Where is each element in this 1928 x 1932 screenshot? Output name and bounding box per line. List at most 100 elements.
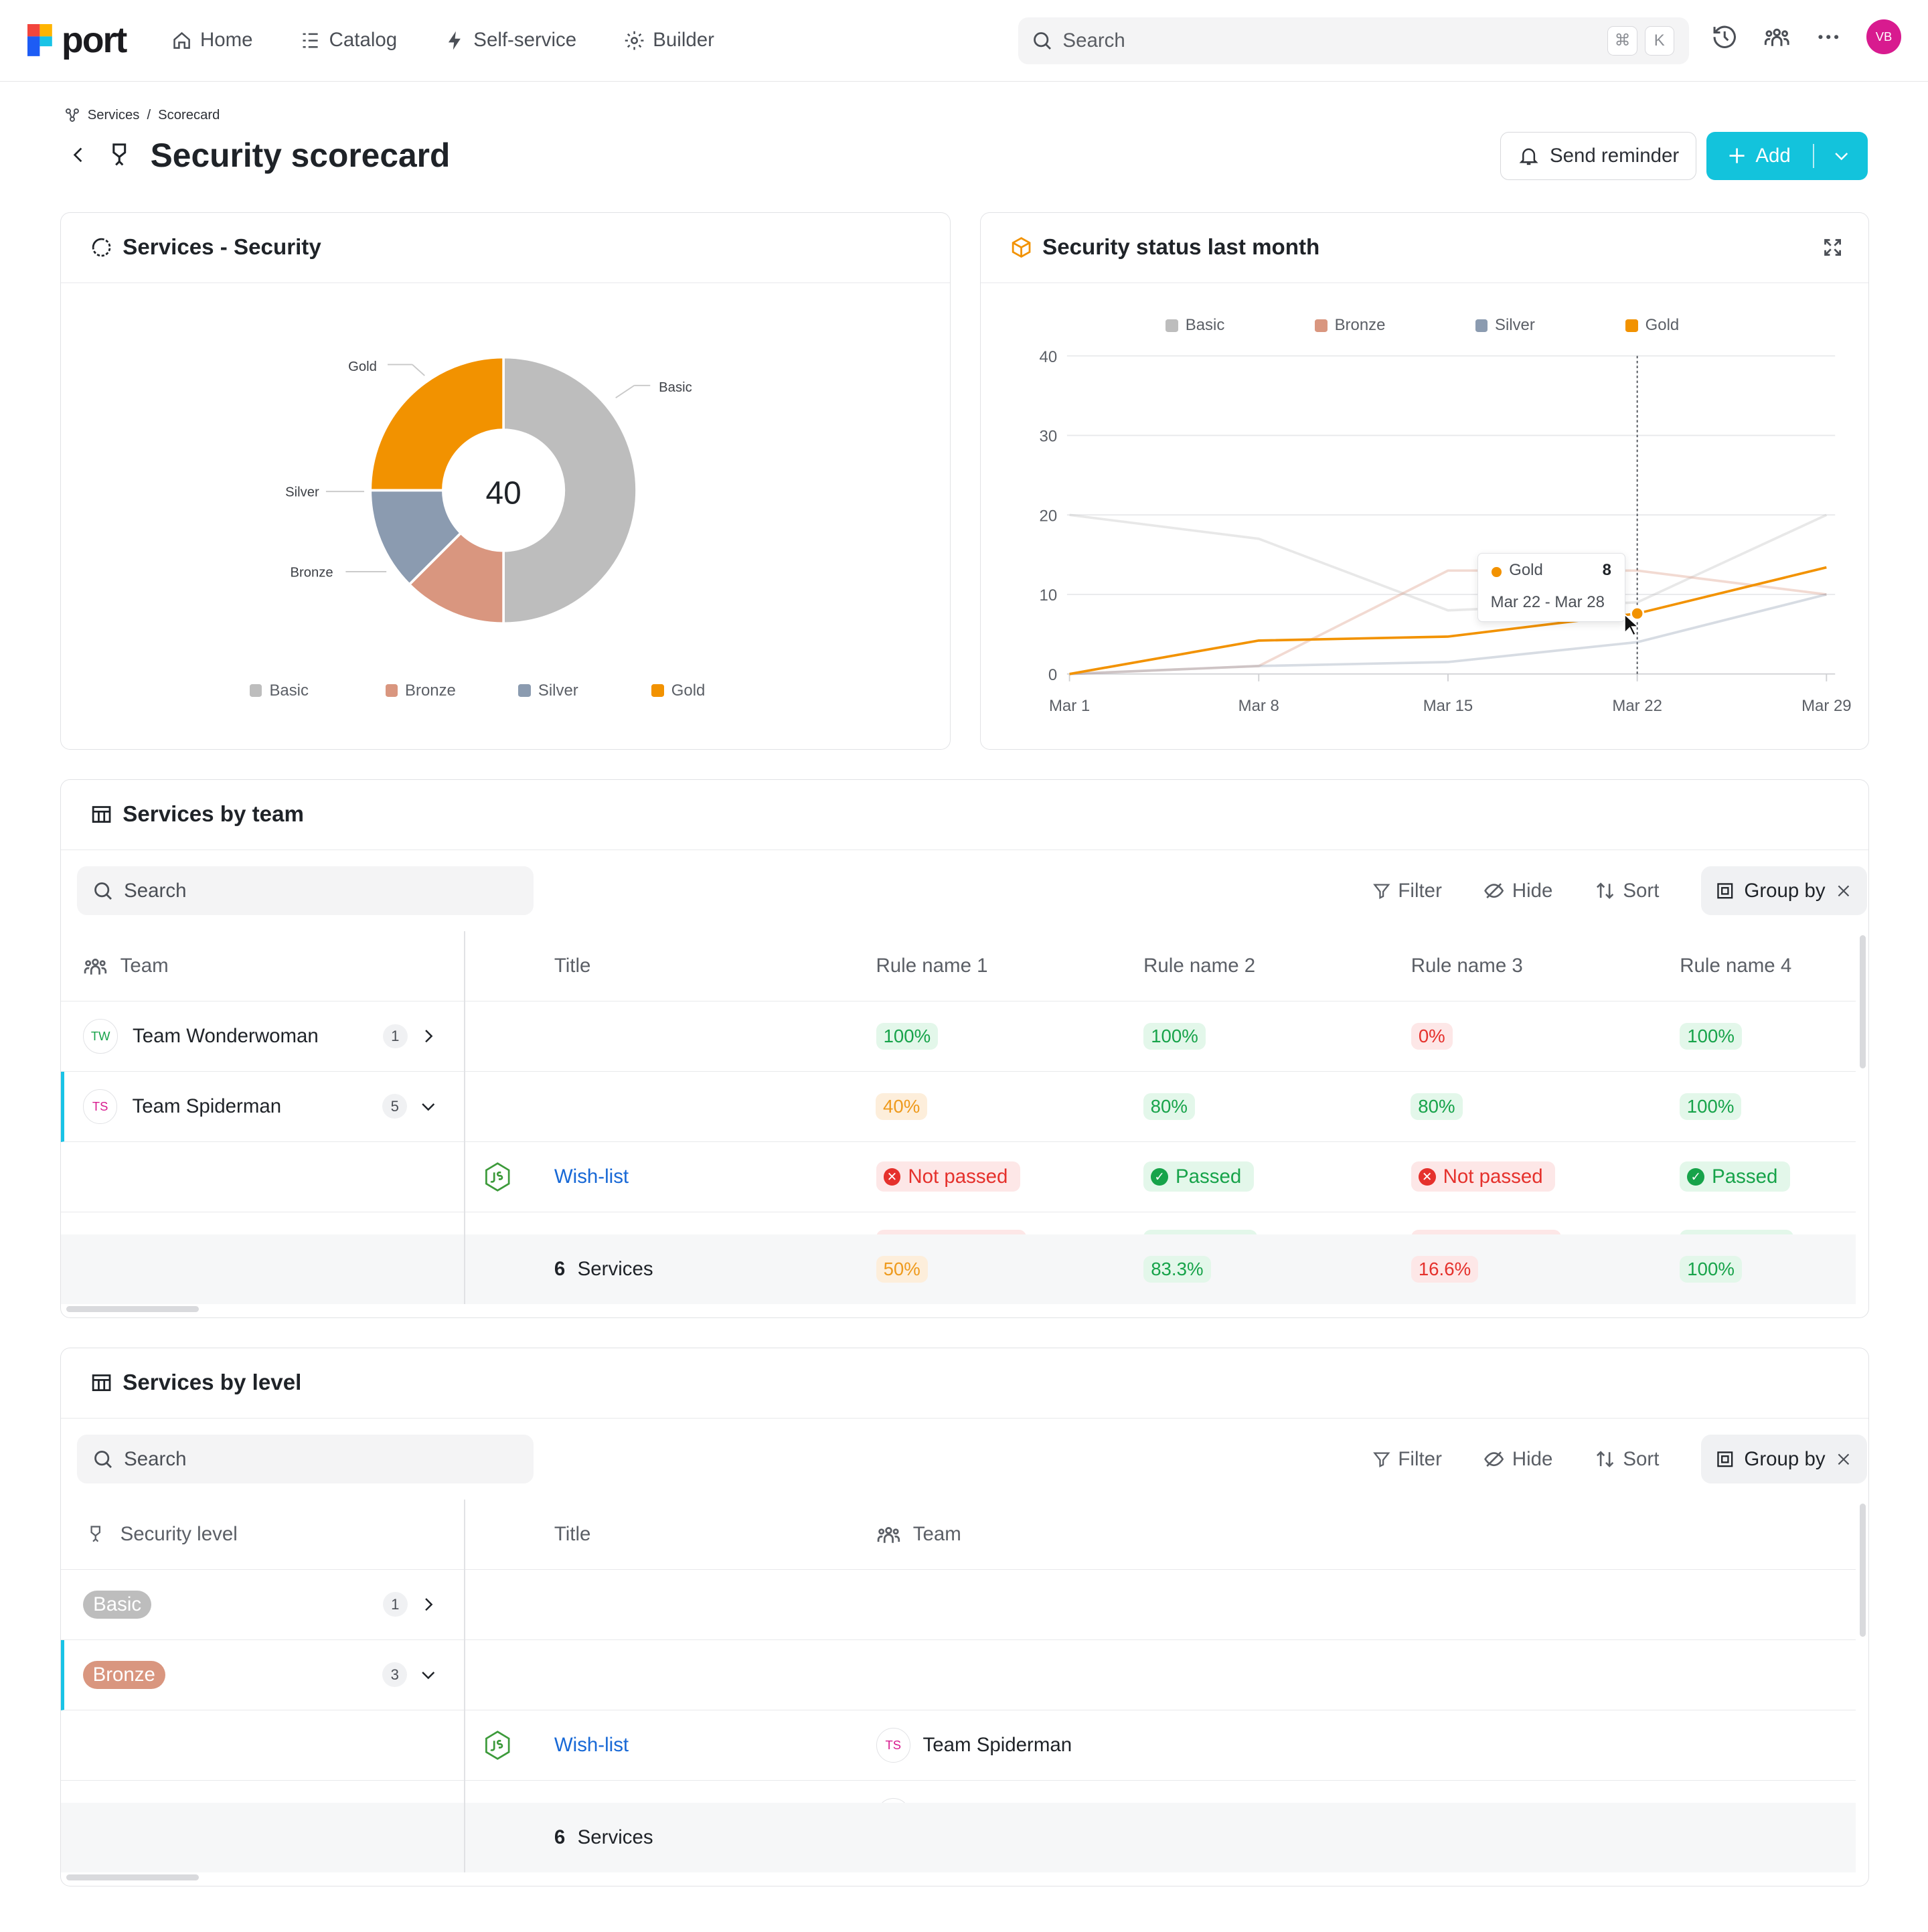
col-level-header[interactable]: Security level (86, 1500, 238, 1568)
search-icon (94, 882, 112, 900)
series-line-silver[interactable] (1069, 592, 1827, 675)
col-rule1-header[interactable]: Rule name 1 (876, 954, 988, 977)
horizontal-scrollbar[interactable] (66, 1874, 199, 1881)
table-row[interactable]: TW Team Wonderwoman 1 100% 100% 0% 100% (61, 1001, 1856, 1072)
port-logo[interactable]: port (27, 20, 127, 61)
series-line-bronze[interactable] (1069, 569, 1827, 675)
chevron-down-icon[interactable] (1832, 146, 1851, 165)
breadcrumb-scorecard[interactable]: Scorecard (158, 107, 220, 123)
level-search-placeholder: Search (124, 1447, 187, 1470)
horizontal-scrollbar[interactable] (66, 1306, 199, 1313)
back-icon[interactable] (69, 143, 88, 167)
series-line-gold[interactable] (1069, 566, 1827, 675)
legend-gold[interactable]: Gold (651, 681, 705, 700)
vertical-scrollbar[interactable] (1859, 1503, 1866, 1637)
line-legend-silver[interactable]: Silver (1475, 316, 1626, 335)
donut-slice-bronze[interactable] (408, 531, 505, 625)
collapse-cell[interactable] (418, 1640, 438, 1709)
chevron-right-icon (425, 1598, 433, 1611)
global-search[interactable]: Search ⌘ K (1018, 17, 1689, 64)
expand-cell[interactable] (418, 1001, 438, 1070)
nav-catalog[interactable]: Catalog (290, 21, 407, 59)
group-by-button[interactable]: Group by (1701, 1434, 1868, 1484)
footer-rule4: 100% (1680, 1234, 1742, 1303)
line-legend-bronze[interactable]: Bronze (1315, 316, 1475, 335)
hide-button[interactable]: Hide (1483, 1448, 1552, 1471)
add-divider (1812, 143, 1814, 169)
legend-basic-label: Basic (269, 681, 309, 700)
score-pill: 50% (876, 1256, 928, 1283)
tooltip-dot (1492, 567, 1502, 577)
add-button[interactable]: Add (1706, 132, 1868, 180)
sort-button[interactable]: Sort (1595, 1448, 1659, 1471)
line-legend-gold[interactable]: Gold (1625, 316, 1679, 335)
donut-card-title: Services - Security (123, 234, 321, 260)
expand-cell[interactable] (418, 1570, 438, 1639)
filter-button[interactable]: Filter (1372, 1448, 1442, 1471)
table-row[interactable]: Wish-list TS Team Spiderman (61, 1710, 1856, 1781)
filter-button[interactable]: Filter (1372, 880, 1442, 902)
col-title-header[interactable]: Title (554, 954, 591, 977)
more-icon[interactable] (1815, 23, 1842, 51)
team-tools: Filter Hide Sort Group by (1372, 866, 1868, 916)
table-row[interactable]: Wish-list ✕ Not passed ✓ Passed ✕ Not passe… (61, 1142, 1856, 1213)
nav-self-service[interactable]: Self-service (434, 21, 586, 59)
close-icon[interactable] (1835, 882, 1852, 900)
col-rule2-header[interactable]: Rule name 2 (1143, 954, 1256, 977)
kbd-k: K (1644, 25, 1674, 56)
legend-basic[interactable]: Basic (249, 681, 386, 700)
donut-slice-silver[interactable] (369, 489, 463, 586)
y-tick-label: 0 (1048, 666, 1057, 684)
send-reminder-button[interactable]: Send reminder (1500, 132, 1697, 180)
partial-badge (1411, 1230, 1562, 1236)
table-row[interactable]: Bronze 3 (61, 1640, 1856, 1711)
donut-slice-basic[interactable] (502, 355, 639, 625)
teams-icon[interactable] (1763, 23, 1791, 51)
expand-icon[interactable] (1822, 236, 1844, 258)
group-by-button[interactable]: Group by (1701, 866, 1868, 916)
table-row[interactable]: Basic 1 (61, 1570, 1856, 1641)
rule4-cell: ✓ Passed (1680, 1142, 1790, 1211)
col-title-header[interactable]: Title (554, 1522, 591, 1545)
vertical-scrollbar[interactable] (1859, 935, 1866, 1068)
breadcrumb-services[interactable]: Services (87, 107, 140, 123)
close-icon[interactable] (1835, 1451, 1852, 1468)
legend-silver[interactable]: Silver (518, 681, 651, 700)
nav-home[interactable]: Home (161, 21, 262, 59)
col-team-header[interactable]: Team (876, 1500, 961, 1568)
nodejs-icon (485, 1730, 510, 1760)
col-rule3-header[interactable]: Rule name 3 (1411, 954, 1523, 977)
team-search-input[interactable]: Search (77, 866, 534, 916)
group-cell: TW Team Wonderwoman (83, 1001, 319, 1070)
score-pill: 100% (1143, 1023, 1206, 1050)
x-tick-label: Mar 1 (1049, 697, 1090, 715)
legend-silver-label: Silver (538, 681, 578, 700)
donut-slice-gold[interactable] (369, 355, 505, 491)
nav-builder[interactable]: Builder (613, 21, 724, 59)
chevron-right-icon (425, 1030, 433, 1043)
lightning-icon (449, 31, 461, 50)
nav-builder-label: Builder (653, 29, 714, 52)
nav-home-label: Home (199, 29, 253, 52)
rule3-cell: 80% (1411, 1072, 1463, 1141)
score-pill: 100% (1680, 1023, 1742, 1050)
service-title-link[interactable]: Wish-list (554, 1165, 629, 1188)
series-line-basic[interactable] (1069, 513, 1828, 612)
user-avatar[interactable]: VB (1866, 19, 1901, 55)
services-icon (65, 108, 79, 123)
service-title-link[interactable]: Wish-list (554, 1733, 629, 1756)
collapse-cell[interactable] (418, 1072, 438, 1141)
line-chart-card: Security status last month Basic Bronze … (980, 212, 1869, 750)
basic-leader-diag (615, 384, 635, 398)
col-team-header[interactable]: Team (83, 931, 169, 1000)
hide-button[interactable]: Hide (1483, 880, 1552, 902)
legend-bronze[interactable]: Bronze (385, 681, 519, 700)
history-icon[interactable] (1711, 23, 1739, 51)
sort-button[interactable]: Sort (1595, 880, 1659, 902)
table-row[interactable]: TS Team Spiderman 5 40% 80% 80% 100% (61, 1072, 1856, 1143)
legend-silver-swatch (518, 684, 531, 697)
col-rule4-header[interactable]: Rule name 4 (1680, 954, 1792, 977)
level-search-input[interactable]: Search (77, 1434, 534, 1484)
line-legend-basic[interactable]: Basic (1166, 316, 1315, 335)
rule4-cell: 100% (1679, 1072, 1742, 1141)
